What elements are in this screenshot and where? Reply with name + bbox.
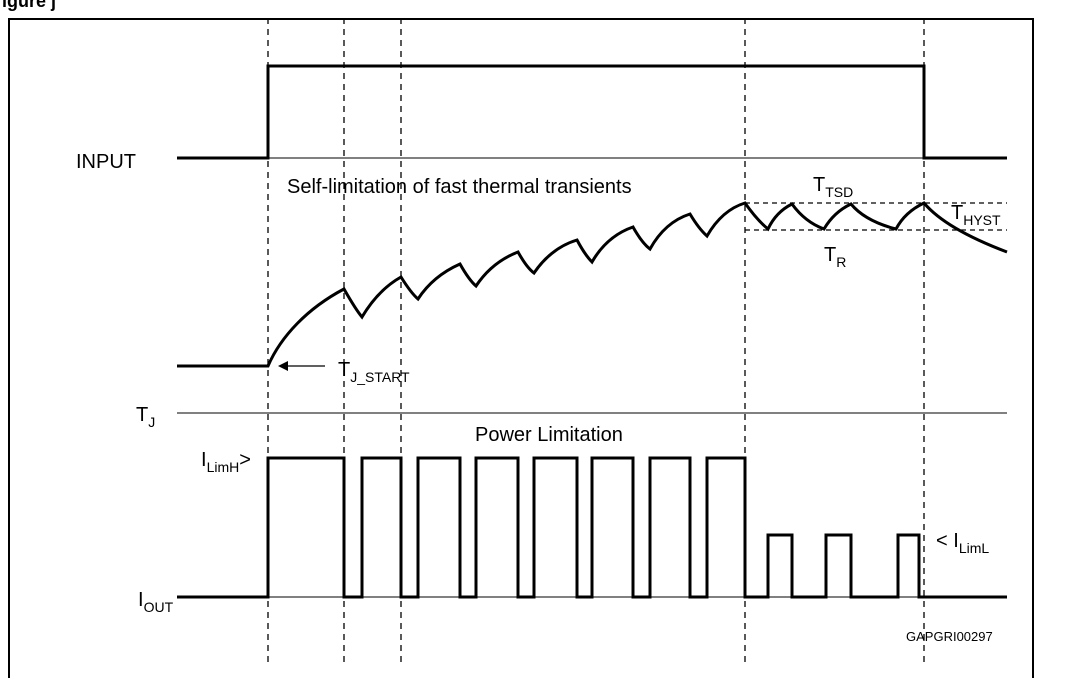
tj-label: TJ bbox=[136, 404, 155, 430]
iout-waveform bbox=[177, 456, 1007, 599]
tj-start-label: TJ_START bbox=[338, 359, 410, 385]
tr-label: TR bbox=[824, 244, 846, 270]
figure-header: igure j bbox=[0, 0, 1080, 18]
thyst-label: THYST bbox=[951, 202, 1001, 228]
tj-start-arrow bbox=[278, 361, 325, 371]
input-label: INPUT bbox=[76, 151, 136, 173]
power-limitation-label: Power Limitation bbox=[475, 424, 623, 446]
figure-caption-fragment: igure j bbox=[2, 0, 57, 11]
figure-code: GAPGRI00297 bbox=[906, 629, 993, 644]
iliml-label: < ILimL bbox=[936, 530, 989, 556]
figure-frame bbox=[8, 18, 1034, 678]
iout-label: IOUT bbox=[138, 589, 174, 615]
self-limitation-label: Self-limitation of fast thermal transien… bbox=[287, 176, 632, 198]
input-waveform bbox=[177, 64, 1007, 160]
ilimh-label: ILimH> bbox=[201, 449, 251, 475]
tj-waveform bbox=[177, 201, 1008, 368]
ttsd-label: TTSD bbox=[813, 174, 853, 200]
